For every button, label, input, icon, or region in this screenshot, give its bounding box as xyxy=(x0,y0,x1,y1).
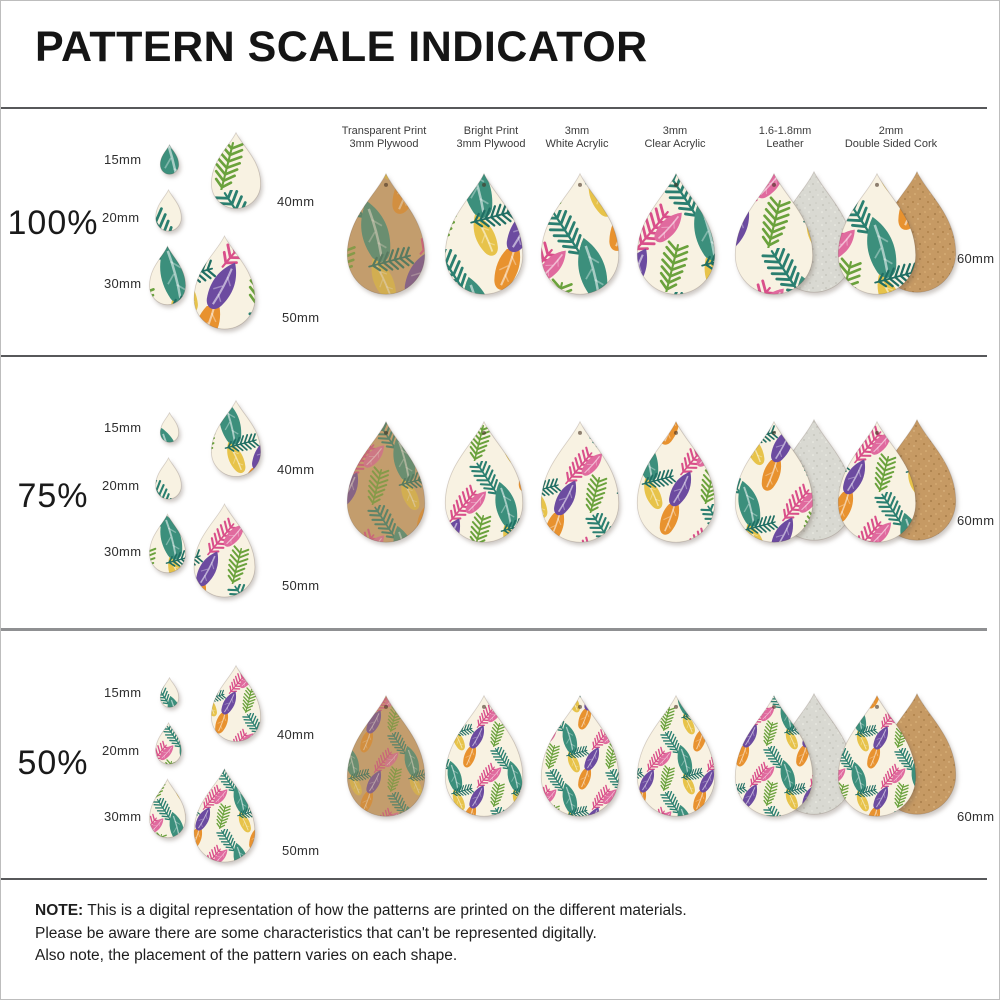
teardrop-40mm-sample xyxy=(208,664,264,743)
teardrop-60mm-transparent-plywood xyxy=(342,171,430,297)
teardrop-15mm-sample xyxy=(159,144,180,175)
teardrop-20mm-sample xyxy=(154,457,183,500)
size-label-50mm: 50mm xyxy=(282,310,320,325)
note-line-2: Please be aware there are some character… xyxy=(35,924,597,942)
teardrop-50mm-sample xyxy=(190,502,259,599)
teardrop-30mm-sample xyxy=(147,513,188,574)
teardrop-20mm-sample xyxy=(154,189,183,232)
teardrop-60mm-transparent-plywood xyxy=(342,419,430,545)
teardrop-60mm-white-acrylic xyxy=(536,419,624,545)
size-label-50mm: 50mm xyxy=(282,578,320,593)
teardrop-30mm-sample xyxy=(147,778,188,839)
material-header-transparent-plywood: Transparent Print 3mm Plywood xyxy=(341,125,427,150)
teardrop-40mm-sample xyxy=(208,399,264,478)
teardrop-60mm-bright-plywood xyxy=(440,419,528,545)
size-label-20mm: 20mm xyxy=(102,743,140,758)
teardrop-60mm-leather xyxy=(730,171,818,297)
teardrop-60mm-white-acrylic xyxy=(536,171,624,297)
size-label-40mm: 40mm xyxy=(277,727,315,742)
size-label-30mm: 30mm xyxy=(104,809,142,824)
teardrop-60mm-transparent-plywood xyxy=(342,693,430,819)
separator-line xyxy=(1,355,987,357)
teardrop-60mm-bright-plywood xyxy=(440,693,528,819)
size-label-60mm: 60mm xyxy=(957,809,995,824)
teardrop-60mm-cork xyxy=(833,171,921,297)
material-header-cork: 2mm Double Sided Cork xyxy=(844,125,938,150)
separator-line xyxy=(1,628,987,631)
scale-percent-label: 50% xyxy=(17,744,89,782)
note-line-1: NOTE: This is a digital representation o… xyxy=(35,902,687,919)
material-header-leather: 1.6-1.8mm Leather xyxy=(758,125,812,150)
teardrop-15mm-sample xyxy=(159,677,180,708)
size-label-30mm: 30mm xyxy=(104,544,142,559)
separator-line xyxy=(1,878,987,880)
size-label-15mm: 15mm xyxy=(104,152,142,167)
material-header-white-acrylic: 3mm White Acrylic xyxy=(545,125,609,150)
note-line-3: Also note, the placement of the pattern … xyxy=(35,947,458,964)
page-title: PATTERN SCALE INDICATOR xyxy=(35,23,648,71)
teardrop-60mm-leather xyxy=(730,693,818,819)
teardrop-60mm-white-acrylic xyxy=(536,693,624,819)
size-label-30mm: 30mm xyxy=(104,276,142,291)
teardrop-60mm-clear-acrylic xyxy=(632,419,720,545)
teardrop-30mm-sample xyxy=(147,245,188,306)
scale-percent-label: 100% xyxy=(7,204,99,242)
size-label-60mm: 60mm xyxy=(957,513,995,528)
material-header-clear-acrylic: 3mm Clear Acrylic xyxy=(644,125,706,150)
note-label: NOTE: xyxy=(35,902,84,919)
teardrop-60mm-leather xyxy=(730,419,818,545)
teardrop-50mm-sample xyxy=(190,234,259,331)
teardrop-60mm-cork xyxy=(833,693,921,819)
size-label-15mm: 15mm xyxy=(104,420,142,435)
size-label-20mm: 20mm xyxy=(102,478,140,493)
teardrop-60mm-cork xyxy=(833,419,921,545)
teardrop-20mm-sample xyxy=(154,722,183,765)
size-label-60mm: 60mm xyxy=(957,251,995,266)
teardrop-40mm-sample xyxy=(208,131,264,210)
size-label-20mm: 20mm xyxy=(102,210,140,225)
teardrop-60mm-bright-plywood xyxy=(440,171,528,297)
note: NOTE: This is a digital representation o… xyxy=(35,900,687,968)
scale-percent-label: 75% xyxy=(17,477,89,515)
teardrop-60mm-clear-acrylic xyxy=(632,171,720,297)
teardrop-50mm-sample xyxy=(190,767,259,864)
separator-line xyxy=(1,107,987,109)
size-label-15mm: 15mm xyxy=(104,685,142,700)
material-header-bright-plywood: Bright Print 3mm Plywood xyxy=(456,125,526,150)
teardrop-60mm-clear-acrylic xyxy=(632,693,720,819)
size-label-40mm: 40mm xyxy=(277,194,315,209)
teardrop-15mm-sample xyxy=(159,412,180,443)
size-label-50mm: 50mm xyxy=(282,843,320,858)
size-label-40mm: 40mm xyxy=(277,462,315,477)
